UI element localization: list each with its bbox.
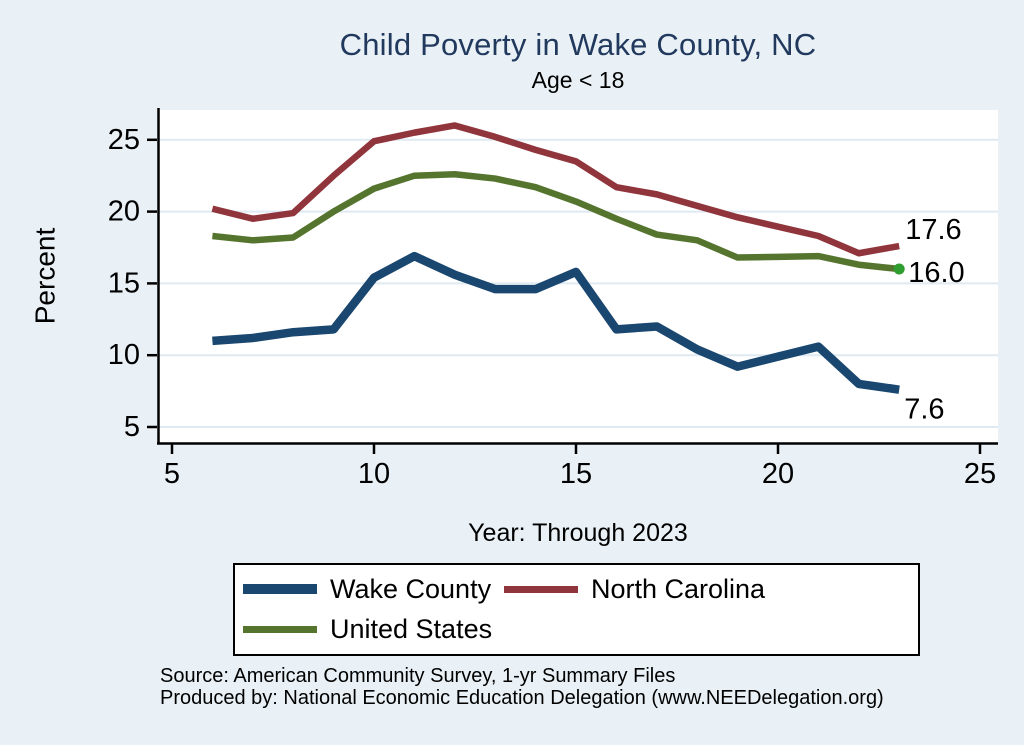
y-tick-label: 15	[108, 267, 140, 299]
united-states-end-label: 16.0	[908, 257, 964, 289]
north-carolina-line	[211, 122, 900, 257]
x-tick-label: 5	[164, 458, 180, 490]
north-carolina-end-label: 17.6	[905, 214, 961, 246]
y-tick-label: 20	[108, 196, 140, 228]
source-note: Source: American Community Survey, 1-yr …	[160, 665, 884, 709]
legend-item-wake-county: Wake County	[243, 574, 504, 605]
y-tick-label: 10	[108, 339, 140, 371]
x-tick-label: 25	[964, 458, 996, 490]
source-line: Source: American Community Survey, 1-yr …	[160, 665, 676, 687]
legend-item-united-states: United States	[243, 614, 504, 645]
legend-label: Wake County	[330, 573, 492, 604]
united-states-line	[212, 171, 900, 273]
legend-label: United States	[330, 614, 493, 645]
produced-by-line: Produced by: National Economic Education…	[160, 686, 884, 709]
y-tick-label: 25	[108, 124, 140, 156]
x-tick-label: 15	[560, 458, 592, 490]
y-axis-title: Percent	[30, 228, 61, 325]
legend-item-north-carolina: North Carolina	[504, 574, 918, 605]
line-chart: 5 10 15 20 25 5 10 15 20 25 Percent Year: Through 2…	[30, 108, 998, 547]
chart-legend: Wake County North Carolina United States	[233, 563, 920, 656]
chart-subtitle: Age < 18	[531, 67, 625, 93]
y-tick-label: 5	[124, 411, 140, 443]
x-tick-label: 10	[358, 458, 390, 490]
x-tick-label: 20	[762, 458, 794, 490]
united-states-end-marker	[893, 263, 905, 275]
wake-county-line-swatch	[243, 584, 317, 595]
x-axis-title: Year: Through 2023	[468, 519, 688, 547]
wake-county-end-label: 7.6	[904, 394, 944, 426]
chart-title: Child Poverty in Wake County, NC	[339, 27, 817, 62]
united-states-line-swatch	[243, 626, 317, 634]
wake-county-line	[212, 251, 900, 394]
north-carolina-line-swatch	[504, 585, 578, 593]
legend-label: North Carolina	[591, 573, 766, 604]
